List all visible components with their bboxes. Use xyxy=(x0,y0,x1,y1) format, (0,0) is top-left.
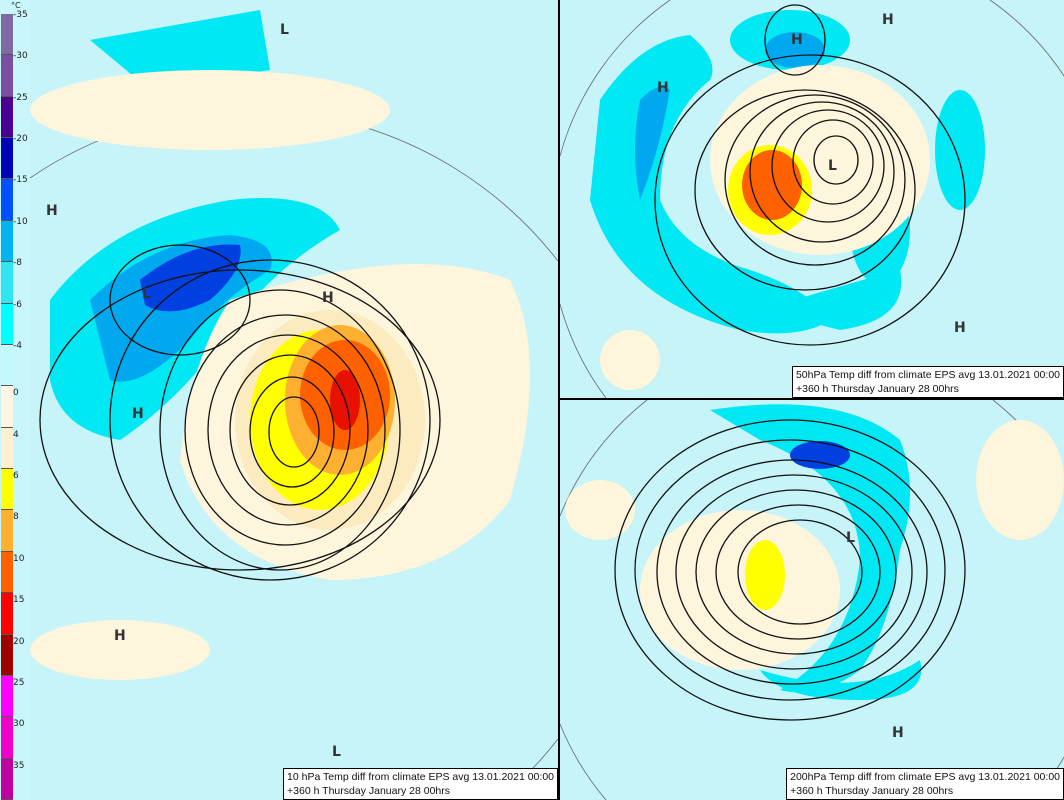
legend-tick-label: -20 xyxy=(13,134,28,145)
legend-color-segment xyxy=(1,386,13,428)
legend-color-segment xyxy=(1,717,13,759)
map-caption-200hpa: 200hPa Temp diff from climate EPS avg 13… xyxy=(786,768,1064,800)
caption-title: 200hPa Temp diff from climate EPS avg 13… xyxy=(790,771,1060,783)
pressure-label: H xyxy=(114,628,126,644)
legend-tick-label: -15 xyxy=(13,175,28,186)
legend-color-segment xyxy=(1,14,13,56)
pressure-label: H xyxy=(46,203,58,219)
legend-color-segment xyxy=(1,344,13,387)
legend-tick-label: 30 xyxy=(13,719,25,730)
legend-tick-label: -30 xyxy=(13,51,28,62)
caption-title: 50hPa Temp diff from climate EPS avg 13.… xyxy=(795,369,1060,381)
map-panel-10hpa: L H L H H H L 10 hPa Temp diff from clim… xyxy=(30,0,558,800)
caption-valid-time: +360 h Thursday January 28 00hrs xyxy=(287,785,451,797)
map-caption-10hpa: 10 hPa Temp diff from climate EPS avg 13… xyxy=(283,768,558,800)
map-caption-50hpa: 50hPa Temp diff from climate EPS avg 13.… xyxy=(791,366,1064,398)
legend-color-segment xyxy=(1,634,13,676)
caption-title: 10 hPa Temp diff from climate EPS avg 13… xyxy=(287,771,554,783)
legend-color-segment xyxy=(1,510,13,552)
panel-divider xyxy=(560,398,1064,400)
legend-tick-label: 4 xyxy=(13,429,19,440)
legend-color-segment xyxy=(1,138,13,180)
legend-color-segment xyxy=(1,262,13,304)
legend-tick-label: -4 xyxy=(13,340,22,351)
legend-tick-label: 20 xyxy=(13,636,25,647)
legend-color-segment xyxy=(1,96,13,139)
legend-color-segment xyxy=(1,220,13,263)
legend-tick-label: 10 xyxy=(13,553,25,564)
legend-tick-label: 35 xyxy=(13,760,25,771)
legend-tick-label: -35 xyxy=(13,10,28,20)
map-50hpa: H H H L H xyxy=(560,0,1064,398)
panel-divider xyxy=(558,0,560,800)
legend-tick-label: 8 xyxy=(13,512,19,523)
pressure-label: H xyxy=(322,290,334,306)
legend-color-segment xyxy=(1,55,13,97)
map-panel-200hpa: L H 200hPa Temp diff from climate EPS av… xyxy=(560,400,1064,800)
legend-color-segment xyxy=(1,469,13,511)
legend-tick-label: -25 xyxy=(13,92,28,103)
legend-tick-label: -8 xyxy=(13,258,22,269)
legend-color-segment xyxy=(1,551,13,594)
legend-color-segment xyxy=(1,675,13,718)
legend-tick-label: 25 xyxy=(13,677,25,688)
legend-unit: °C xyxy=(11,1,21,10)
pressure-label: L xyxy=(828,158,837,174)
caption-valid-time: +360 h Thursday January 28 00hrs xyxy=(790,785,954,797)
pressure-label: H xyxy=(892,725,904,741)
pressure-label: L xyxy=(846,530,855,546)
legend-color-segment xyxy=(1,179,13,221)
legend-tick-label: -6 xyxy=(13,299,22,310)
pressure-label: H xyxy=(954,320,966,336)
legend-tick-label: 15 xyxy=(13,595,25,606)
pressure-label: L xyxy=(280,22,289,38)
map-200hpa: L H xyxy=(560,400,1064,800)
legend-color-segment xyxy=(1,427,13,470)
legend-color-segment xyxy=(1,593,13,635)
map-panel-50hpa: H H H L H 50hPa Temp diff from climate E… xyxy=(560,0,1064,398)
caption-valid-time: +360 h Thursday January 28 00hrs xyxy=(795,383,959,395)
legend-tick-label: 6 xyxy=(13,471,19,482)
legend-tick-label: -10 xyxy=(13,216,28,227)
map-10hpa: L H L H H H L xyxy=(30,10,558,800)
pressure-label: H xyxy=(882,12,894,28)
color-scale-legend: °C -35 -30 -25 -20 -15 -10 -8 -6 -4 0 4 6 8 10 15 20 25 3… xyxy=(0,0,30,800)
pressure-label: H xyxy=(132,406,144,422)
legend-color-segment xyxy=(1,758,13,800)
pressure-label: L xyxy=(332,744,341,760)
legend-color-segment xyxy=(1,303,13,345)
pressure-label: L xyxy=(142,286,151,302)
pressure-label: H xyxy=(791,32,803,48)
legend-tick-label: 0 xyxy=(13,388,19,399)
pressure-label: H xyxy=(657,80,669,96)
